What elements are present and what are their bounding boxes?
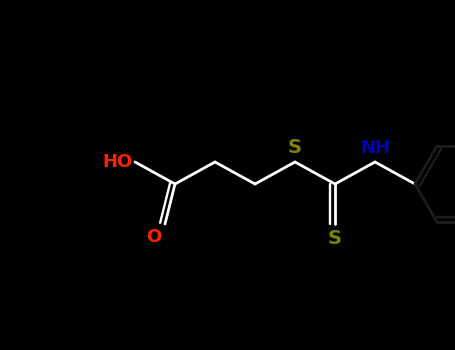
Text: NH: NH <box>360 139 390 157</box>
Text: HO: HO <box>103 153 133 171</box>
Text: O: O <box>146 228 161 246</box>
Text: S: S <box>288 138 302 157</box>
Text: S: S <box>328 229 342 248</box>
